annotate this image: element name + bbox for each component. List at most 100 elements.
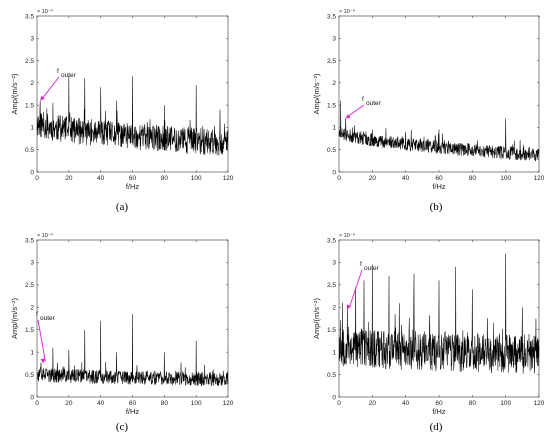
x-tick-label: 0 xyxy=(337,175,341,182)
y-tick-label: 3 xyxy=(332,36,336,43)
annotation-arrow-line xyxy=(348,269,363,308)
annotation-subscript: outer xyxy=(366,100,382,107)
x-tick-label: 20 xyxy=(369,175,377,182)
x-tick-label: 80 xyxy=(161,400,169,407)
x-tick-label: 40 xyxy=(97,175,105,182)
x-tick-label: 60 xyxy=(129,400,137,407)
y-tick-label: 2 xyxy=(30,80,34,87)
spectrum-line xyxy=(36,314,229,387)
y-multiplier-label: × 10⁻³ xyxy=(37,9,53,15)
y-tick-label: 0.5 xyxy=(327,372,336,379)
x-tick-label: 120 xyxy=(534,175,545,182)
chart-panel-c: 0 20 40 60 80 100 120 0 0.5 1 1.5 2 2.5 3 3.5× 10⁻³ f/H… xyxy=(10,233,234,433)
y-tick-label: 2.5 xyxy=(25,58,34,65)
annotation-label: f xyxy=(362,96,364,103)
x-tick-label: 40 xyxy=(402,400,410,407)
y-tick-label: 1 xyxy=(332,349,336,356)
y-tick-label: 3 xyxy=(30,36,34,43)
y-tick-label: 1.5 xyxy=(327,102,336,109)
x-tick-label: 0 xyxy=(35,400,39,407)
y-multiplier-label: × 10⁻³ xyxy=(339,233,355,239)
annotation-arrow-line xyxy=(347,104,365,117)
x-tick-label: 0 xyxy=(35,175,39,182)
annotation-subscript: outer xyxy=(61,72,77,79)
y-tick-label: 0 xyxy=(30,394,34,401)
panel-label: (d) xyxy=(430,421,443,433)
chart-panel-b: 0 20 40 60 80 100 120 0 0.5 1 1.5 2 2.5 3 3.5× 10⁻³ f/H… xyxy=(312,9,545,213)
x-tick-label: 0 xyxy=(337,400,341,407)
y-axis-label: Amp/(m/s⁻²) xyxy=(10,73,19,115)
annotation-arrow-head xyxy=(40,95,45,101)
y-tick-label: 1 xyxy=(332,125,336,132)
x-tick-label: 60 xyxy=(435,400,443,407)
y-tick-label: 3.5 xyxy=(25,237,34,244)
annotation-arrow-head xyxy=(346,304,351,310)
x-tick-label: 100 xyxy=(191,175,202,182)
y-multiplier-label: × 10⁻³ xyxy=(37,233,53,239)
spectrum-line xyxy=(338,253,540,374)
y-tick-label: 3 xyxy=(30,260,34,267)
annotation-arrow-line xyxy=(41,76,60,99)
x-axis-label: f/Hz xyxy=(126,407,140,416)
y-axis-label: Amp/(m/s⁻²) xyxy=(10,297,19,339)
y-tick-label: 3.5 xyxy=(327,13,336,20)
x-tick-label: 120 xyxy=(223,400,234,407)
y-tick-label: 0 xyxy=(30,169,34,176)
x-tick-label: 100 xyxy=(500,175,511,182)
y-tick-label: 3.5 xyxy=(25,13,34,20)
annotation-label: f xyxy=(57,68,59,75)
annotation-label: f xyxy=(36,311,38,318)
x-axis-label: f/Hz xyxy=(432,182,446,191)
annotation-subscript: outer xyxy=(364,265,380,272)
annotation-label: f xyxy=(360,261,362,268)
x-tick-label: 80 xyxy=(469,400,477,407)
spectrum-line xyxy=(36,76,229,156)
chart-panel-a: 0 20 40 60 80 100 120 0 0.5 1 1.5 2 2.5 3 3.5× 10⁻³ f/H… xyxy=(10,9,234,213)
x-tick-label: 100 xyxy=(191,400,202,407)
x-tick-label: 60 xyxy=(129,175,137,182)
y-tick-label: 0 xyxy=(332,394,336,401)
y-tick-label: 2.5 xyxy=(327,282,336,289)
x-tick-label: 120 xyxy=(534,400,545,407)
y-tick-label: 2 xyxy=(332,80,336,87)
x-tick-label: 20 xyxy=(369,400,377,407)
y-axis-label: Amp/(m/s⁻²) xyxy=(312,297,321,339)
y-tick-label: 2.5 xyxy=(327,58,336,65)
x-tick-label: 40 xyxy=(97,400,105,407)
y-axis-label: Amp/(m/s⁻²) xyxy=(312,73,321,115)
panel-label: (a) xyxy=(116,201,129,213)
y-tick-label: 0.5 xyxy=(25,147,34,154)
y-tick-label: 2.5 xyxy=(25,282,34,289)
panel-label: (b) xyxy=(430,201,443,213)
y-tick-label: 3 xyxy=(332,260,336,267)
x-tick-label: 20 xyxy=(65,175,73,182)
y-multiplier-label: × 10⁻³ xyxy=(339,9,355,15)
panel-label: (c) xyxy=(116,421,129,433)
y-tick-label: 1.5 xyxy=(25,102,34,109)
x-tick-label: 40 xyxy=(402,175,410,182)
y-tick-label: 1 xyxy=(30,349,34,356)
annotation-arrow-head xyxy=(40,358,45,364)
y-tick-label: 1 xyxy=(30,125,34,132)
y-tick-label: 1.5 xyxy=(327,327,336,334)
chart-panel-d: 0 20 40 60 80 100 120 0 0.5 1 1.5 2 2.5 3 3.5× 10⁻³ f/H… xyxy=(312,233,545,433)
y-tick-label: 1.5 xyxy=(25,327,34,334)
y-tick-label: 0 xyxy=(332,169,336,176)
x-tick-label: 120 xyxy=(223,175,234,182)
annotation-arrow-head xyxy=(345,114,351,119)
y-tick-label: 0.5 xyxy=(25,372,34,379)
x-tick-label: 20 xyxy=(65,400,73,407)
y-tick-label: 0.5 xyxy=(327,147,336,154)
annotation-arrow-line xyxy=(37,319,46,362)
x-tick-label: 100 xyxy=(500,400,511,407)
y-tick-label: 2 xyxy=(332,305,336,312)
x-tick-label: 60 xyxy=(435,175,443,182)
annotation-subscript: outer xyxy=(40,315,56,322)
spectrum-line xyxy=(338,100,540,162)
y-tick-label: 2 xyxy=(30,305,34,312)
x-axis-label: f/Hz xyxy=(126,182,140,191)
x-tick-label: 80 xyxy=(469,175,477,182)
x-axis-label: f/Hz xyxy=(432,407,446,416)
x-tick-label: 80 xyxy=(161,175,169,182)
